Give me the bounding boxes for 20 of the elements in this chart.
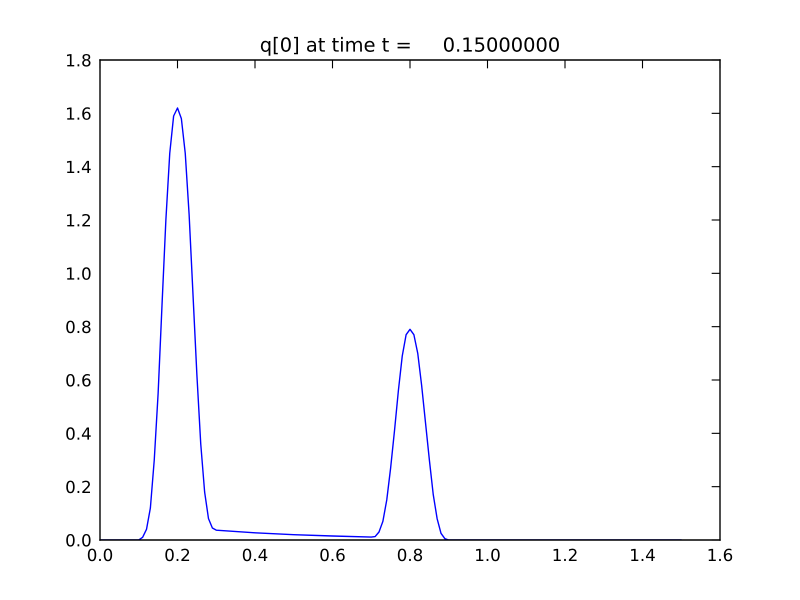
x-tick-label: 0.0 [88, 548, 112, 562]
chart-title: q[0] at time t = 0.15000000 [260, 36, 559, 56]
x-tick-label: 0.2 [165, 548, 190, 562]
y-tick-label: 1.4 [66, 160, 91, 173]
y-tick-label: 0.0 [66, 534, 91, 547]
y-tick-label: 1.8 [66, 54, 91, 67]
y-tick-label: 0.4 [66, 427, 91, 440]
x-tick-label: 0.8 [398, 548, 422, 562]
x-tick-label: 1.0 [476, 548, 500, 562]
x-tick-label: 0.4 [242, 548, 268, 562]
y-tick-label: 1.0 [66, 267, 91, 280]
x-tick-label: 1.6 [708, 548, 732, 562]
x-tick-label: 1.2 [554, 548, 577, 561]
x-tick-label: 0.6 [320, 548, 345, 562]
y-tick-label: 1.2 [66, 214, 90, 226]
y-tick-label: 0.8 [66, 320, 91, 334]
x-tick-label: 1.4 [631, 548, 655, 561]
y-tick-label: 0.2 [66, 480, 90, 494]
y-tick-label: 0.6 [66, 374, 91, 387]
y-tick-label: 1.6 [66, 107, 91, 120]
